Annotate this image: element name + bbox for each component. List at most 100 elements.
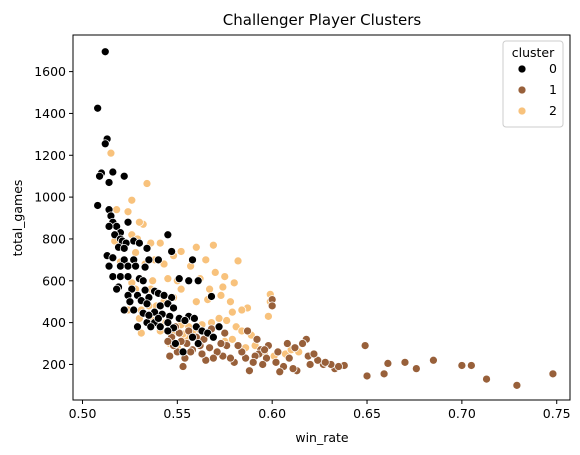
point-cluster-0	[159, 291, 169, 300]
point-cluster-1	[457, 361, 467, 370]
point-cluster-1	[267, 301, 277, 311]
point-cluster-1	[466, 361, 476, 370]
point-cluster-0	[144, 310, 154, 320]
legend-label-1: 1	[549, 82, 557, 97]
point-cluster-0	[131, 261, 140, 271]
point-cluster-0	[146, 322, 156, 332]
point-cluster-0	[93, 103, 103, 113]
point-cluster-2	[191, 297, 201, 307]
point-cluster-0	[153, 255, 163, 265]
point-cluster-2	[227, 307, 237, 317]
point-cluster-2	[218, 282, 228, 292]
point-cluster-2	[220, 272, 230, 281]
point-cluster-0	[207, 292, 216, 301]
point-cluster-1	[288, 364, 298, 373]
point-cluster-1	[212, 347, 222, 357]
point-cluster-0	[100, 47, 110, 57]
y-tick-label: 1600	[34, 64, 66, 79]
point-cluster-1	[260, 345, 269, 355]
point-cluster-2	[210, 268, 220, 277]
point-cluster-0	[142, 299, 152, 309]
x-tick-label: 0.55	[163, 406, 191, 421]
point-cluster-1	[165, 351, 175, 361]
point-cluster-0	[188, 255, 197, 265]
point-cluster-1	[320, 357, 330, 367]
point-cluster-0	[112, 284, 122, 294]
point-cluster-2	[163, 274, 173, 284]
x-tick-label: 0.65	[353, 406, 381, 421]
point-cluster-2	[176, 247, 186, 256]
point-cluster-0	[142, 243, 152, 253]
point-cluster-1	[362, 371, 372, 381]
point-cluster-1	[201, 355, 211, 365]
point-cluster-0	[123, 217, 133, 227]
point-cluster-0	[188, 332, 197, 342]
point-cluster-1	[178, 362, 188, 371]
point-cluster-1	[163, 337, 173, 346]
point-cluster-0	[178, 347, 188, 357]
point-cluster-0	[163, 230, 173, 240]
point-cluster-0	[108, 167, 118, 177]
y-axis-label: total_games	[10, 180, 25, 257]
point-cluster-2	[222, 316, 232, 325]
point-cluster-1	[184, 326, 194, 336]
point-cluster-2	[127, 195, 137, 205]
point-cluster-1	[208, 353, 218, 363]
point-cluster-1	[290, 343, 300, 353]
y-tick-label: 400	[42, 315, 66, 330]
legend-marker-2	[517, 106, 527, 116]
y-tick-label: 1200	[34, 148, 66, 163]
point-cluster-0	[135, 238, 144, 248]
point-cluster-1	[512, 380, 522, 390]
point-cluster-2	[123, 207, 133, 217]
x-tick-label: 0.50	[69, 406, 97, 421]
point-cluster-2	[142, 179, 152, 188]
legend-marker-1	[517, 85, 527, 95]
point-cluster-1	[205, 343, 214, 353]
point-cluster-1	[383, 359, 393, 368]
point-cluster-1	[237, 347, 247, 357]
point-cluster-1	[197, 349, 207, 359]
point-cluster-1	[245, 366, 254, 376]
point-cluster-2	[176, 284, 186, 294]
point-cluster-0	[140, 262, 150, 272]
point-cluster-0	[193, 276, 203, 286]
point-cluster-1	[360, 341, 370, 350]
y-tick-label: 1400	[34, 106, 66, 121]
legend-title: cluster	[512, 45, 555, 60]
point-cluster-0	[144, 255, 154, 265]
point-cluster-1	[482, 374, 491, 384]
x-axis-label: win_rate	[295, 430, 349, 445]
point-cluster-0	[167, 247, 177, 256]
legend-box	[502, 40, 564, 128]
point-cluster-0	[140, 285, 150, 295]
point-cluster-2	[106, 148, 116, 158]
point-cluster-0	[171, 339, 180, 348]
y-tick-label: 600	[42, 273, 66, 288]
x-tick-label: 0.70	[448, 406, 476, 421]
point-cluster-1	[284, 353, 294, 363]
point-cluster-0	[129, 305, 139, 315]
point-cluster-1	[186, 347, 195, 357]
legend: cluster 0 1 2	[502, 40, 564, 128]
chart-title: Challenger Player Clusters	[223, 11, 422, 29]
point-cluster-2	[227, 334, 237, 344]
point-cluster-1	[309, 349, 319, 359]
point-cluster-1	[273, 347, 283, 357]
points-layer	[93, 47, 558, 390]
point-cluster-2	[131, 248, 140, 257]
y-tick-label: 1000	[34, 190, 66, 205]
point-cluster-1	[226, 353, 235, 363]
point-cluster-0	[119, 305, 129, 315]
point-cluster-1	[379, 369, 389, 379]
point-cluster-2	[135, 217, 144, 227]
point-cluster-0	[116, 272, 125, 281]
point-cluster-0	[155, 301, 165, 311]
y-tick-label: 200	[42, 357, 66, 372]
point-cluster-0	[214, 322, 224, 332]
point-cluster-2	[237, 305, 247, 315]
legend-marker-0	[517, 64, 527, 74]
y-tick-label: 800	[42, 231, 66, 246]
point-cluster-0	[104, 178, 114, 187]
point-cluster-1	[298, 339, 307, 348]
